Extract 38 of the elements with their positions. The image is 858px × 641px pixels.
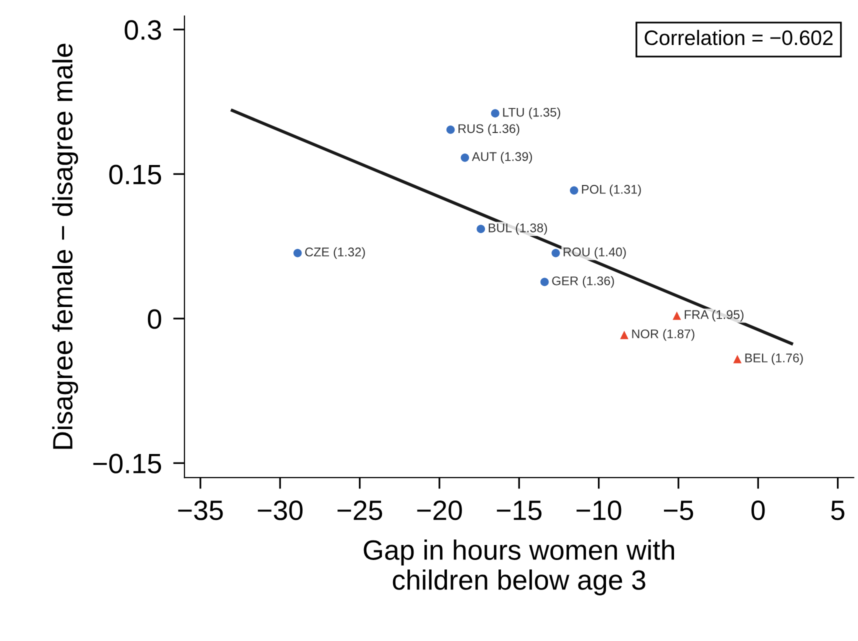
y-tick-label: 0 — [148, 309, 162, 329]
x-tick-label: −25 — [338, 500, 382, 520]
annotation: AUT (1.39) — [472, 152, 532, 164]
x-tick-label: −35 — [178, 500, 223, 520]
x-tick-label: −10 — [576, 500, 622, 520]
annotation: CZE (1.32) — [305, 247, 365, 259]
point — [293, 248, 302, 258]
y-tick-label: 0.3 — [124, 20, 162, 40]
x-axis-title: Gap in hours women with children below age 3 — [364, 540, 674, 596]
point — [570, 186, 578, 195]
point — [552, 248, 560, 258]
x-tick-label: 0 — [751, 500, 765, 520]
annotation: NOR (1.87) — [632, 329, 694, 341]
annotation: RUS (1.36) — [458, 124, 520, 136]
annotation: GER (1.36) — [552, 276, 614, 288]
point — [733, 354, 742, 364]
point — [460, 153, 470, 162]
x-tick-label: −30 — [258, 500, 303, 520]
y-tick-label: 0.15 — [109, 164, 162, 184]
x-tick-label: −20 — [417, 500, 462, 520]
annotation: Correlation = −0.602 — [644, 30, 833, 46]
annotation: ROU (1.40) — [564, 247, 626, 259]
point — [540, 278, 549, 286]
x-tick-label: −15 — [496, 500, 542, 520]
point — [672, 312, 682, 320]
annotation: LTU (1.35) — [503, 108, 560, 120]
point — [491, 109, 500, 118]
annotation: BEL (1.76) — [745, 353, 803, 365]
annotation: FRA (1.95) — [684, 310, 744, 322]
point — [476, 224, 486, 234]
point — [620, 330, 628, 340]
annotation: POL (1.31) — [582, 184, 641, 196]
y-tick-label: −0.15 — [93, 454, 162, 474]
y-axis-title: Disagree female − disagree male — [52, 44, 78, 449]
annotation: BUL (1.38) — [488, 223, 547, 235]
x-tick-label: 5 — [831, 500, 844, 520]
point — [446, 126, 455, 134]
x-tick-label: −5 — [664, 500, 694, 520]
